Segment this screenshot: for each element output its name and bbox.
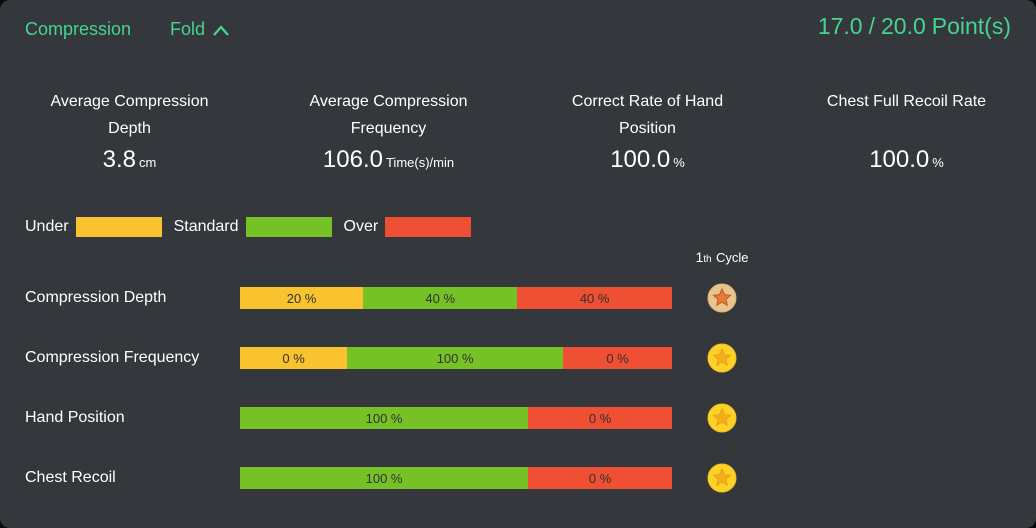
medal-star-icon: [707, 463, 737, 493]
stat-number: 100.0: [610, 146, 671, 173]
legend-label-standard: Standard: [173, 218, 239, 235]
stat-unit: cm: [139, 155, 157, 170]
cycle-column-header: 1th Cycle: [682, 249, 762, 267]
stat-value: 100.0 %: [869, 146, 944, 174]
legend-swatch-over: [385, 217, 472, 237]
legend-label-over: Over: [343, 218, 379, 235]
row-compression-depth: Compression Depth 20 % 40 % 40 %: [0, 268, 1036, 328]
legend-label-under: Under: [25, 218, 69, 235]
stat-label: Correct Rate of Hand Position: [571, 93, 724, 137]
stacked-bar: 0 % 100 % 0 %: [240, 347, 672, 369]
stat-correct-rate-hand-position: Correct Rate of Hand Position 100.0 %: [518, 88, 777, 174]
score-separator: /: [868, 13, 875, 39]
bar-segment-under: 0 %: [240, 347, 348, 369]
row-hand-position: Hand Position 100 % 0 %: [0, 388, 1036, 448]
stat-chest-full-recoil-rate: Chest Full Recoil Rate 100.0 %: [777, 88, 1036, 174]
stat-average-compression-depth: Average Compression Depth 3.8 cm: [0, 88, 259, 174]
bar-segment-standard: 40 %: [363, 287, 518, 309]
stat-average-compression-frequency: Average Compression Frequency 106.0 Time…: [259, 88, 518, 174]
bar-segment-standard: 100 %: [240, 467, 529, 489]
stat-number: 3.8: [102, 146, 137, 173]
summary-stats: Average Compression Depth 3.8 cm Average…: [0, 88, 1036, 174]
bar-segment-over: 0 %: [528, 467, 672, 489]
bar-segment-standard: 100 %: [347, 347, 564, 369]
stat-label: Average Compression Depth: [50, 93, 209, 137]
stat-label: Average Compression Frequency: [309, 93, 468, 137]
row-label: Hand Position: [25, 409, 125, 426]
fold-label: Fold: [170, 19, 206, 39]
legend-swatch-standard: [245, 217, 332, 237]
stat-unit: %: [932, 155, 944, 170]
bar-segment-standard: 100 %: [240, 407, 529, 429]
row-label: Compression Depth: [25, 289, 167, 306]
score-value: 17.0: [817, 13, 863, 39]
cycle-word: Cycle: [716, 250, 749, 265]
fold-toggle-button[interactable]: Fold: [170, 19, 231, 40]
medal-star-icon: [707, 343, 737, 373]
bar-segment-under: 20 %: [240, 287, 364, 309]
chevron-up-icon: [213, 24, 229, 36]
row-chest-recoil: Chest Recoil 100 % 0 %: [0, 448, 1036, 508]
bar-color-legend: Under Standard Over: [25, 217, 483, 237]
stat-unit: Time(s)/min: [385, 155, 455, 170]
stat-value: 100.0 %: [610, 146, 685, 174]
bar-segment-over: 40 %: [517, 287, 672, 309]
score-unit: Point(s): [931, 13, 1011, 39]
stat-number: 106.0: [322, 146, 383, 173]
stacked-bar: 20 % 40 % 40 %: [240, 287, 672, 309]
legend-swatch-under: [75, 217, 162, 237]
stat-value: 3.8 cm: [103, 146, 157, 174]
stat-number: 100.0: [869, 146, 930, 173]
score-display: 17.0 / 20.0 Point(s): [818, 13, 1011, 40]
row-label: Compression Frequency: [25, 349, 200, 366]
row-label: Chest Recoil: [25, 469, 116, 486]
medal-star-icon: [707, 283, 737, 313]
row-compression-frequency: Compression Frequency 0 % 100 % 0 %: [0, 328, 1036, 388]
stat-value: 106.0 Time(s)/min: [323, 146, 454, 174]
medal-star-icon: [707, 403, 737, 433]
bar-segment-over: 0 %: [528, 407, 672, 429]
stacked-bar: 100 % 0 %: [240, 467, 672, 489]
stat-label: Chest Full Recoil Rate: [826, 93, 987, 110]
bar-segment-over: 0 %: [563, 347, 672, 369]
cycle-number: 1: [695, 249, 704, 265]
score-total: 20.0: [880, 13, 926, 39]
metric-rows: Compression Depth 20 % 40 % 40 % Compressi…: [0, 268, 1036, 508]
stat-unit: %: [673, 155, 685, 170]
cycle-suffix: th: [703, 254, 712, 265]
section-title: Compression: [25, 19, 132, 39]
stacked-bar: 100 % 0 %: [240, 407, 672, 429]
